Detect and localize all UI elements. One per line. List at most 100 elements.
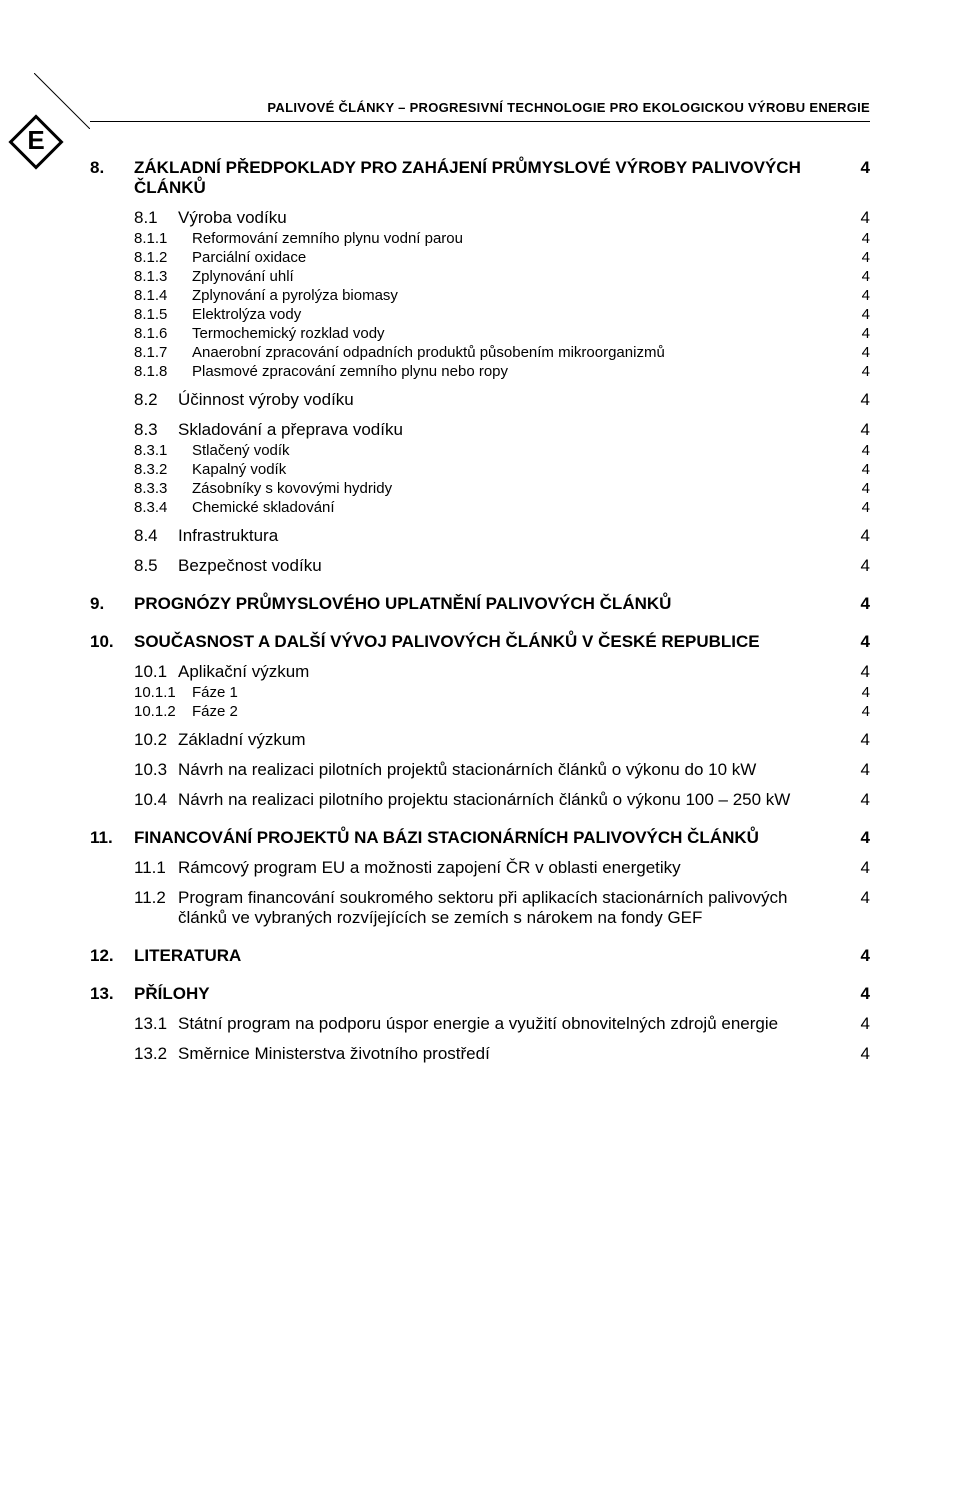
toc-page: 4 [846, 249, 870, 266]
toc-title: FINANCOVÁNÍ PROJEKTŮ NA BÁZI STACIONÁRNÍ… [134, 828, 846, 848]
toc-title: Zplynování uhlí [192, 268, 846, 285]
toc-subsubsection: 8.1.8Plasmové zpracování zemního plynu n… [134, 363, 870, 380]
toc-page: 4 [846, 730, 870, 750]
header-divider [90, 121, 870, 122]
document-page: E PALIVOVÉ ČLÁNKY – PROGRESIVNÍ TECHNOLO… [0, 100, 960, 1512]
toc-number: 8.3.4 [134, 499, 192, 516]
toc-page: 4 [846, 703, 870, 720]
toc-subsection: 13.2Směrnice Ministerstva životního pros… [134, 1044, 870, 1064]
toc-title: Zásobníky s kovovými hydridy [192, 480, 846, 497]
toc-number: 10.1 [134, 662, 178, 682]
toc-section-8: 8. ZÁKLADNÍ PŘEDPOKLADY PRO ZAHÁJENÍ PRŮ… [90, 158, 870, 198]
toc-title: Bezpečnost vodíku [178, 556, 846, 576]
toc-page: 4 [846, 760, 870, 780]
header-corner-line [34, 73, 90, 129]
toc-title: LITERATURA [134, 946, 846, 966]
toc-title: Plasmové zpracování zemního plynu nebo r… [192, 363, 846, 380]
toc-page: 4 [846, 363, 870, 380]
toc-title: Fáze 2 [192, 703, 846, 720]
toc-subsection: 13.1Státní program na podporu úspor ener… [134, 1014, 870, 1034]
toc-subsubsection: 8.1.6Termochemický rozklad vody4 [134, 325, 870, 342]
toc-page: 4 [846, 790, 870, 810]
toc-number: 8.4 [134, 526, 178, 546]
toc-subsubsection: 8.3.4Chemické skladování4 [134, 499, 870, 516]
toc-subsection: 10.2Základní výzkum4 [134, 730, 870, 750]
toc-number: 9. [90, 594, 134, 614]
toc-subsection: 8.5Bezpečnost vodíku4 [134, 556, 870, 576]
toc-subsubsection: 10.1.1Fáze 14 [134, 684, 870, 701]
toc-title: Termochemický rozklad vody [192, 325, 846, 342]
toc-title: Návrh na realizaci pilotních projektů st… [178, 760, 846, 780]
toc-number: 8.5 [134, 556, 178, 576]
toc-number: 13. [90, 984, 134, 1004]
toc-subsection: 8.1 Výroba vodíku 4 [134, 208, 870, 228]
toc-title: Návrh na realizaci pilotního projektu st… [178, 790, 846, 810]
toc-number: 8.1.8 [134, 363, 192, 380]
toc-number: 8.1.7 [134, 344, 192, 361]
toc-title: Aplikační výzkum [178, 662, 846, 682]
toc-subsection: 10.1Aplikační výzkum4 [134, 662, 870, 682]
toc-title: ZÁKLADNÍ PŘEDPOKLADY PRO ZAHÁJENÍ PRŮMYS… [134, 158, 846, 198]
toc-number: 8.1.5 [134, 306, 192, 323]
toc-number: 10.1.1 [134, 684, 192, 701]
toc-number: 10.3 [134, 760, 178, 780]
toc-page: 4 [846, 325, 870, 342]
toc-subsection: 8.4Infrastruktura4 [134, 526, 870, 546]
toc-number: 8.3 [134, 420, 178, 440]
toc-number: 8.3.1 [134, 442, 192, 459]
toc-page: 4 [846, 287, 870, 304]
toc-number: 8.2 [134, 390, 178, 410]
toc-page: 4 [846, 1044, 870, 1064]
toc-page: 4 [846, 208, 870, 228]
toc-title: Státní program na podporu úspor energie … [178, 1014, 846, 1034]
toc-page: 4 [846, 1014, 870, 1034]
toc-number: 13.2 [134, 1044, 178, 1064]
toc-number: 11. [90, 828, 134, 848]
toc-number: 8.1.4 [134, 287, 192, 304]
toc-page: 4 [846, 662, 870, 682]
toc-page: 4 [846, 158, 870, 178]
toc-title: Výroba vodíku [178, 208, 846, 228]
toc-page: 4 [846, 306, 870, 323]
toc-page: 4 [846, 268, 870, 285]
toc-subsection: 8.3Skladování a přeprava vodíku4 [134, 420, 870, 440]
toc-subsubsection: 8.1.4Zplynování a pyrolýza biomasy4 [134, 287, 870, 304]
toc-section-11: 11. FINANCOVÁNÍ PROJEKTŮ NA BÁZI STACION… [90, 828, 870, 848]
toc-title: Anaerobní zpracování odpadních produktů … [192, 344, 846, 361]
toc-subsection: 10.3Návrh na realizaci pilotních projekt… [134, 760, 870, 780]
toc-title: Zplynování a pyrolýza biomasy [192, 287, 846, 304]
toc-page: 4 [846, 828, 870, 848]
toc-title: Infrastruktura [178, 526, 846, 546]
toc-number: 8.3.3 [134, 480, 192, 497]
toc-section-9: 9. PROGNÓZY PRŮMYSLOVÉHO UPLATNĚNÍ PALIV… [90, 594, 870, 614]
toc-page: 4 [846, 632, 870, 652]
toc-subsubsection: 8.1.1Reformování zemního plynu vodní par… [134, 230, 870, 247]
toc-title: PŘÍLOHY [134, 984, 846, 1004]
toc-number: 8.3.2 [134, 461, 192, 478]
toc-title: Fáze 1 [192, 684, 846, 701]
toc-number: 8.1.2 [134, 249, 192, 266]
toc-section-10: 10. SOUČASNOST A DALŠÍ VÝVOJ PALIVOVÝCH … [90, 632, 870, 652]
toc-page: 4 [846, 344, 870, 361]
toc-page: 4 [846, 858, 870, 878]
toc-page: 4 [846, 594, 870, 614]
toc-number: 10.1.2 [134, 703, 192, 720]
toc-title: Účinnost výroby vodíku [178, 390, 846, 410]
toc-subsubsection: 8.3.1Stlačený vodík4 [134, 442, 870, 459]
toc-title: Program financování soukromého sektoru p… [178, 888, 846, 928]
toc-title: Elektrolýza vody [192, 306, 846, 323]
toc-title: Reformování zemního plynu vodní parou [192, 230, 846, 247]
toc-subsubsection: 8.1.3Zplynování uhlí4 [134, 268, 870, 285]
toc-number: 12. [90, 946, 134, 966]
toc-subsubsection: 8.1.2Parciální oxidace4 [134, 249, 870, 266]
toc-number: 10.2 [134, 730, 178, 750]
toc-page: 4 [846, 230, 870, 247]
toc-page: 4 [846, 556, 870, 576]
toc-title: Chemické skladování [192, 499, 846, 516]
toc-subsubsection: 8.3.3Zásobníky s kovovými hydridy4 [134, 480, 870, 497]
toc-title: Stlačený vodík [192, 442, 846, 459]
toc-page: 4 [846, 946, 870, 966]
toc-page: 4 [846, 480, 870, 497]
toc-subsubsection: 8.1.5Elektrolýza vody4 [134, 306, 870, 323]
toc-title: Základní výzkum [178, 730, 846, 750]
